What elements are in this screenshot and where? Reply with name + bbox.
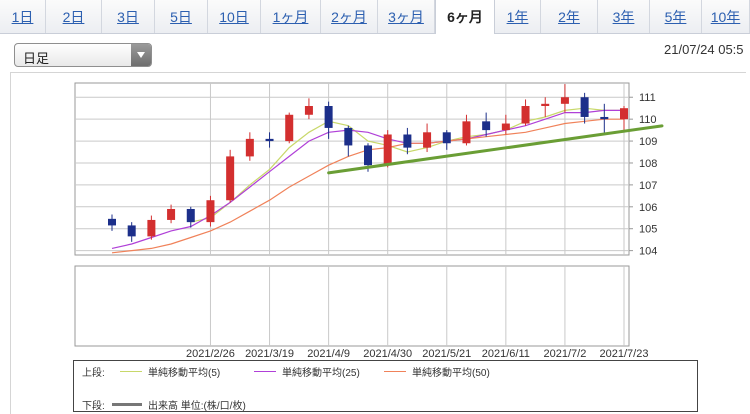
tab-period-11[interactable]: 3年: [598, 0, 650, 33]
y-tick-label: 109: [639, 136, 657, 148]
candle-up: [285, 114, 294, 142]
tab-period-4[interactable]: 10日: [208, 0, 261, 33]
ma25-line: [111, 109, 624, 249]
y-tick-label: 104: [639, 246, 657, 258]
candle-down: [482, 121, 491, 131]
tab-period-3[interactable]: 5日: [155, 0, 208, 33]
candle-down: [344, 127, 353, 146]
volume-panel: [74, 265, 630, 347]
candle-down: [403, 134, 412, 148]
x-tick-label: 2021/5/21: [422, 348, 471, 360]
y-tick-label: 106: [639, 202, 657, 214]
candle-up: [560, 97, 569, 104]
chart-legend: 上段: 単純移動平均(5) 単純移動平均(25) 単純移動平均(50) 下段: …: [73, 360, 698, 412]
tab-period-8[interactable]: 6ヶ月: [435, 0, 495, 34]
legend-ma5-swatch: [120, 371, 142, 372]
candle-up: [462, 121, 471, 144]
candle-up: [521, 106, 530, 124]
candle-up: [167, 208, 176, 220]
tab-period-12[interactable]: 5年: [650, 0, 702, 33]
x-tick-label: 2021/4/9: [307, 348, 350, 360]
x-tick-label: 2021/4/30: [363, 348, 412, 360]
legend-volume-label: 出来高 単位:(株/口/枚): [148, 401, 246, 412]
x-tick-label: 2021/7/2: [544, 348, 587, 360]
candle-up: [206, 200, 215, 223]
period-tab-bar: 1日 2日 3日 5日 10日 1ヶ月 2ヶ月 3ヶ月 6ヶ月 1年 2年 3年 5年 10年: [0, 0, 750, 34]
tab-period-6[interactable]: 2ヶ月: [321, 0, 378, 33]
tab-period-1[interactable]: 2日: [46, 0, 102, 33]
candle-up: [245, 138, 254, 157]
x-tick-label: 2021/3/19: [245, 348, 294, 360]
y-tick-label: 111: [639, 92, 656, 104]
legend-lower-label: 下段:: [82, 401, 105, 412]
legend-volume-swatch: [112, 403, 142, 406]
tab-period-9[interactable]: 1年: [495, 0, 541, 33]
y-tick-label: 110: [639, 114, 657, 126]
chevron-down-icon[interactable]: [131, 44, 151, 66]
candle-down: [324, 106, 333, 128]
x-tick-label: 2021/6/11: [482, 348, 530, 360]
y-tick-label: 108: [639, 158, 657, 170]
candle-up: [501, 123, 510, 131]
last-updated-timestamp: 21/07/24 05:5: [664, 42, 744, 57]
candle-down: [600, 116, 609, 120]
tab-period-2[interactable]: 3日: [102, 0, 155, 33]
candle-up: [383, 134, 392, 166]
candle-down: [186, 208, 195, 223]
x-tick-label: 2021/7/23: [600, 348, 649, 360]
candle-down: [442, 132, 451, 144]
candle-down: [364, 145, 372, 166]
chart-period-select-value: 日足: [23, 51, 50, 66]
candle-up: [304, 106, 313, 115]
candle-up: [620, 108, 628, 120]
y-tick-label: 105: [639, 224, 657, 236]
candle-up: [147, 219, 156, 237]
candle-up: [423, 132, 432, 148]
y-tick-label: 107: [639, 180, 657, 192]
legend-upper-label: 上段:: [82, 368, 105, 379]
legend-ma25-swatch: [254, 371, 276, 372]
tab-period-10[interactable]: 2年: [541, 0, 598, 33]
chart-frame: [10, 72, 746, 414]
legend-ma50-label: 単純移動平均(50): [412, 368, 490, 379]
candle-down: [127, 225, 136, 237]
tab-period-0[interactable]: 1日: [0, 0, 46, 33]
tab-period-5[interactable]: 1ヶ月: [261, 0, 321, 33]
candle-up: [226, 156, 235, 201]
tab-period-7[interactable]: 3ヶ月: [378, 0, 435, 33]
legend-ma25-label: 単純移動平均(25): [282, 368, 360, 379]
legend-ma5-label: 単純移動平均(5): [148, 368, 221, 379]
x-tick-label: 2021/2/26: [186, 348, 235, 360]
support-trendline: [327, 124, 664, 175]
chart-period-select[interactable]: 日足: [14, 43, 152, 67]
legend-ma50-swatch: [384, 371, 406, 372]
candle-down: [580, 97, 589, 117]
candle-down: [108, 218, 116, 226]
candle-up: [541, 103, 550, 107]
candle-down: [265, 138, 274, 142]
